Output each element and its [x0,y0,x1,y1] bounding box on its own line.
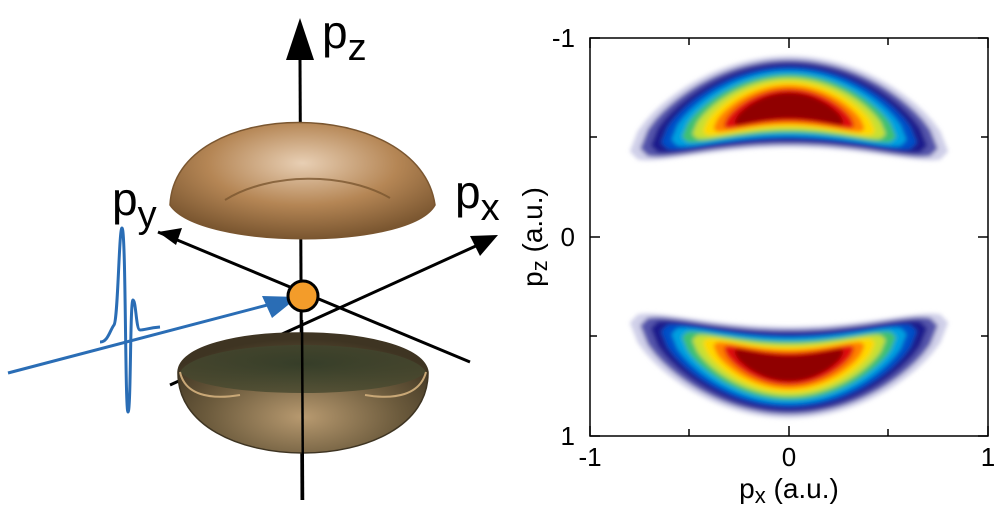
heatmap-contour-band [734,349,844,382]
pz-label: pz [322,6,367,69]
x-tick-label: 0 [782,442,796,472]
x-tick-label: 1 [981,442,994,472]
y-axis-label: pz (a.u.) [517,187,552,287]
px-label: px [455,166,500,229]
y-tick-label: 1 [561,421,575,451]
x-tick-label: -1 [578,442,601,472]
x-axis-label: px (a.u.) [739,473,839,508]
atom-icon [286,279,320,313]
y-tick-label: -1 [552,23,575,53]
ticks [589,37,989,437]
py-arrow-head [158,228,182,245]
pz-arrow-head [286,18,314,60]
heatmap-chart: -1 0 1 -1 0 1 px (a.u.) pz (a.u.) [517,23,994,508]
heatmap-lobe-bottom [629,313,949,419]
top-lobe [169,121,436,240]
heatmap-lobe-top [629,55,949,161]
momentum-diagram: pz py px [7,6,500,501]
px-arrow-head [470,235,498,256]
heatmap-contour-band [734,92,844,125]
y-tick-label: 0 [561,222,575,252]
py-label: py [112,173,157,236]
